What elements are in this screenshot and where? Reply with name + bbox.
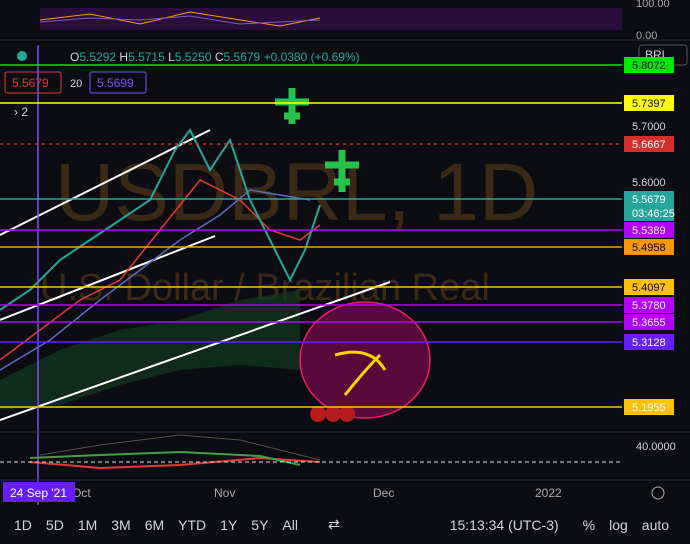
ma-line [0,189,311,371]
price-label: 5.4958 [632,242,666,254]
osc-axis-label: 0.00 [636,30,657,42]
status-dot [17,51,27,61]
oscillator-line [39,11,321,27]
price-label: 5.3655 [632,317,666,329]
option-button[interactable]: % [582,516,596,533]
price-label: 5.6667 [632,139,666,151]
time-label: Nov [214,486,235,500]
osc-axis-label: 100.00 [636,0,670,10]
crosshair-date-box [3,482,75,502]
time-label: Oct [72,486,91,500]
price-label-box [624,191,674,221]
time-label: 2022 [535,486,562,500]
ma-line [0,179,321,361]
ask[interactable]: 5.5699 [97,76,134,90]
chart: 100.00 0.00 USDBRL, 1D U.S. Dollar / Bra… [0,0,690,505]
option-button[interactable]: log [609,516,628,533]
oscillator-line [39,15,321,25]
indicator-line [39,434,321,461]
price-path [0,128,321,311]
annotation-cross [334,350,387,396]
event-icon [339,406,355,422]
range-button[interactable]: 5D [45,516,64,533]
indicator-line [29,450,301,466]
range-button[interactable]: 3M [111,516,131,533]
ohlc: O5.5292 H5.5715 L5.5250 C5.5679 +0.0380 … [70,50,360,64]
price-label-box [624,57,674,73]
ask-box[interactable] [89,71,147,94]
price-label: 5.7000 [632,121,666,133]
options: % log auto [583,517,669,533]
trend-line [0,129,211,236]
bid-box[interactable] [4,71,62,94]
range-button[interactable]: YTD [178,516,207,533]
price-label-box [624,297,674,313]
price-label: 5.1955 [632,402,666,414]
range-button[interactable]: 1Y [220,516,238,533]
range-button[interactable]: All [282,516,298,533]
bid[interactable]: 5.5679 [12,76,49,90]
price-label-box [624,279,674,295]
range-button[interactable]: 6M [144,516,165,533]
price-label: 5.7397 [632,98,666,110]
price-label: 5.4097 [632,282,666,294]
bottom-toolbar: 1D 5D 1M 3M 6M YTD 1Y 5Y All ⇄ 15:13:34 (UTC-3) … [0,505,690,544]
watermark-symbol: USDBRL, 1D [55,147,538,238]
range-button[interactable]: 1D [14,516,32,533]
price-label-box [624,95,674,111]
price-label: 5.3128 [632,337,666,349]
trend-line [0,235,216,321]
price-label: 5.8072 [632,60,666,72]
price-label: 5.5679 [632,194,666,206]
airplane-icon [275,88,309,124]
time-label: Dec [373,486,394,500]
price-label: 5.6000 [632,177,666,189]
airplane-icon [325,150,359,192]
range-button[interactable]: 1M [77,516,98,533]
clock: 15:13:34 (UTC-3) [449,516,559,533]
spread: 20 [70,78,82,90]
price-label-box [624,314,674,330]
price-label-box [624,399,674,415]
price-label: 5.5389 [632,225,666,237]
cloud [0,290,300,410]
event-icon [310,406,326,422]
price-label-box [624,222,674,238]
price-label: 5.3780 [632,300,666,312]
settings-icon[interactable] [651,486,665,500]
lower-axis-label: 40.0000 [636,441,676,453]
range-button[interactable]: 5Y [251,516,269,533]
price-label-box [624,136,674,152]
annotation-ellipse [299,301,431,419]
countdown: 03:46:25 [632,208,675,220]
range-group: 1D 5D 1M 3M 6M YTD 1Y 5Y All [14,517,298,533]
event-icon [325,406,341,422]
indicator-toggle[interactable]: › 2 [14,105,28,119]
crosshair-date: 24 Sep '21 [10,486,67,500]
option-button[interactable]: auto [641,516,670,533]
price-levels: 5.8072 5.7397 5.7000 5.6667 5.6000 5.5679 5.53… [0,57,675,415]
price-label-box [624,239,674,255]
compare-icon[interactable]: ⇄ [327,516,340,532]
indicator-line [29,456,321,470]
price-label-box [624,334,674,350]
